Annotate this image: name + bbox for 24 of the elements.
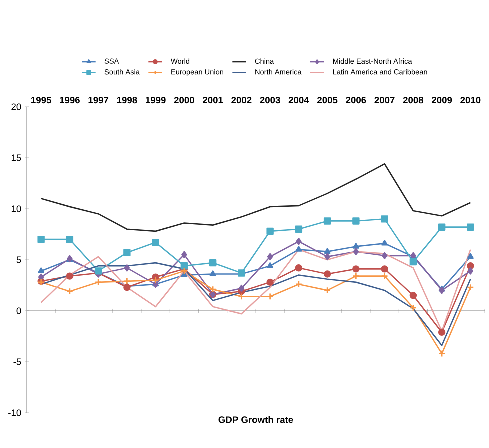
y-tick-label: -10 xyxy=(8,410,22,416)
x-tick-label: 2003 xyxy=(260,97,280,104)
x-tick-label: 2005 xyxy=(317,97,338,104)
x-tick-label: 1998 xyxy=(117,97,138,104)
x-tick-label: 1997 xyxy=(88,97,109,104)
x-tick-label: 2006 xyxy=(346,97,366,104)
x-tick-label: 1996 xyxy=(60,97,80,104)
x-tick-label: 1995 xyxy=(32,97,52,104)
x-axis-title: GDP Growth rate xyxy=(218,416,294,424)
y-tick-label: 0 xyxy=(16,308,22,314)
x-tick-label: 2010 xyxy=(460,97,481,104)
y-tick-label: -5 xyxy=(14,358,22,366)
x-tick-label: 1999 xyxy=(146,97,166,104)
y-tick-label: 20 xyxy=(12,104,22,110)
y-tick-label: 10 xyxy=(12,206,22,212)
x-tick-label: 2007 xyxy=(374,97,395,104)
x-tick-label: 2009 xyxy=(432,97,452,104)
x-tick-label: 2001 xyxy=(202,97,224,104)
x-tick-label: 2000 xyxy=(174,97,194,104)
y-tick-label: 5 xyxy=(16,256,22,264)
y-tick-label: 15 xyxy=(12,154,22,162)
x-tick-label: 2008 xyxy=(403,97,424,104)
x-tick-label: 2004 xyxy=(288,97,310,104)
x-tick-label: 2002 xyxy=(232,97,252,104)
